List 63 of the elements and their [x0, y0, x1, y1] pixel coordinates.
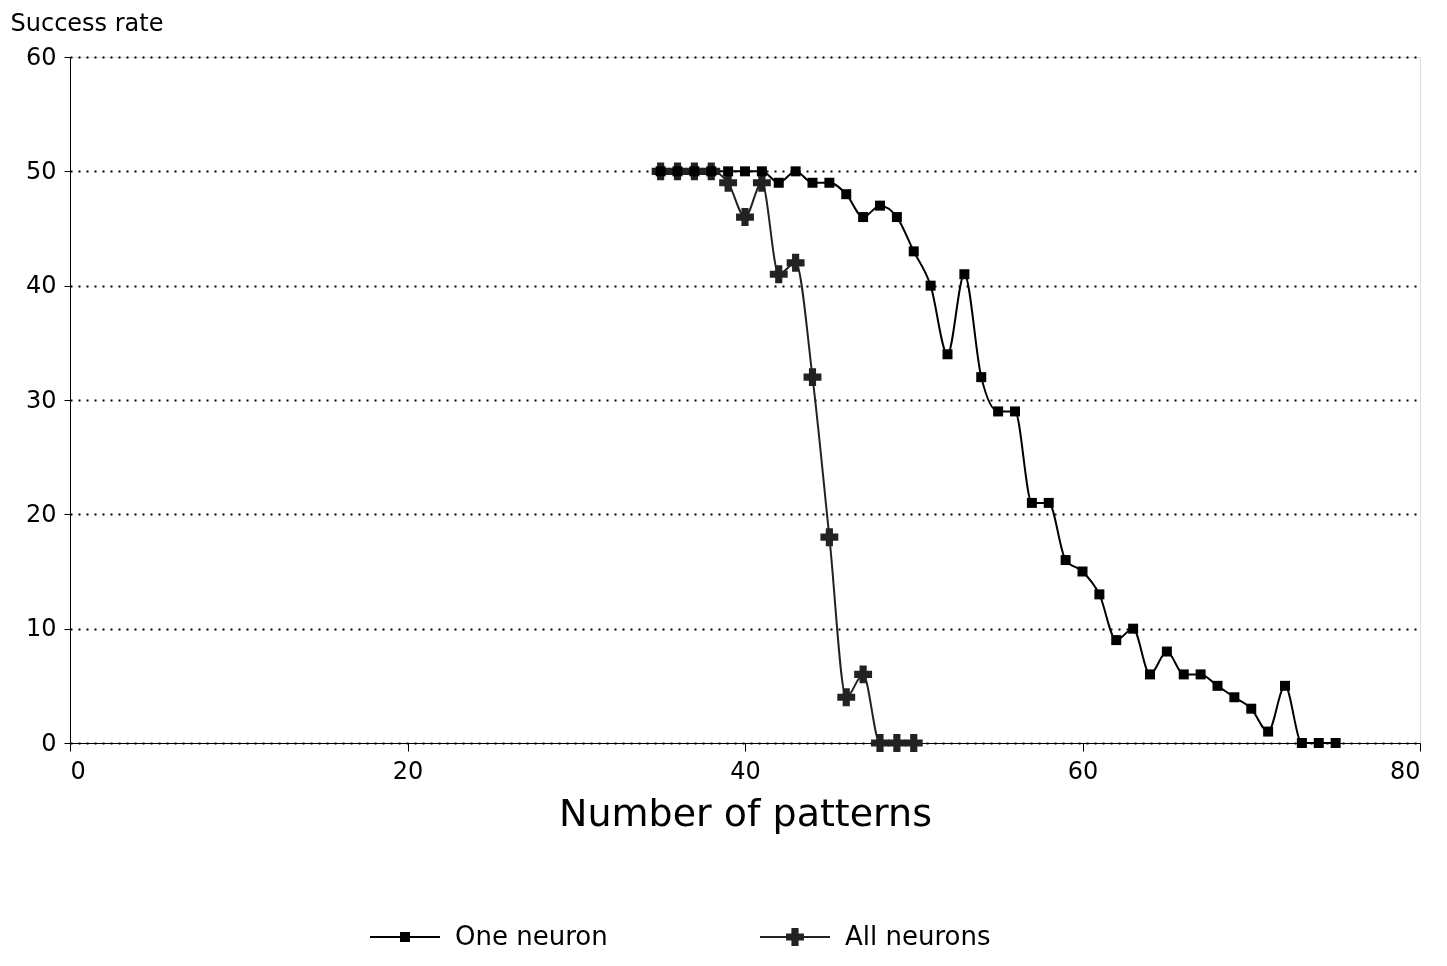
- point: [790, 166, 801, 177]
- legend-label: One neuron: [455, 921, 608, 951]
- point: [841, 189, 852, 200]
- y-tick-label: 20: [25, 499, 57, 528]
- point: [1330, 738, 1341, 748]
- y-tick-label: 40: [25, 271, 57, 300]
- point: [1229, 692, 1240, 703]
- point: [740, 166, 750, 177]
- y-tick-label: 50: [25, 156, 57, 185]
- point: [807, 177, 818, 188]
- point: [820, 528, 839, 547]
- y-tick-label: 0: [41, 728, 57, 757]
- y-axis-title: Success rate: [10, 8, 164, 37]
- point: [858, 212, 869, 223]
- x-tick-label: 80: [1389, 756, 1421, 785]
- point: [993, 406, 1004, 417]
- point: [1060, 555, 1071, 566]
- point: [1195, 669, 1206, 680]
- point: [824, 177, 835, 188]
- point: [723, 166, 734, 177]
- x-axis-title: Number of patterns: [559, 790, 932, 835]
- point: [1263, 726, 1274, 737]
- point: [908, 246, 919, 257]
- point: [786, 253, 805, 272]
- point: [875, 200, 885, 211]
- point: [891, 212, 902, 223]
- point: [803, 368, 822, 387]
- legend-label: All neurons: [845, 921, 991, 951]
- point: [1246, 703, 1257, 714]
- point: [1111, 635, 1122, 646]
- x-tick-label: 0: [70, 756, 86, 785]
- point: [769, 265, 788, 284]
- point: [1161, 646, 1172, 657]
- point: [871, 734, 889, 752]
- point: [942, 349, 953, 360]
- y-tick-label: 60: [25, 42, 57, 71]
- point: [976, 372, 987, 383]
- point: [904, 734, 923, 752]
- point: [1212, 680, 1223, 691]
- x-tick-label: 60: [1067, 756, 1099, 785]
- point: [1026, 497, 1037, 508]
- point: [1296, 738, 1307, 748]
- point: [1145, 669, 1155, 680]
- point: [736, 208, 754, 227]
- point: [1077, 566, 1088, 577]
- y-tick-label: 10: [25, 614, 57, 643]
- point: [959, 269, 970, 280]
- y-tick-label: 30: [25, 385, 57, 414]
- point: [1178, 669, 1189, 680]
- point: [1313, 738, 1324, 748]
- point: [1010, 406, 1020, 417]
- point: [1043, 497, 1054, 508]
- point: [773, 177, 784, 188]
- point: [837, 688, 856, 707]
- point: [854, 665, 873, 684]
- point: [756, 166, 767, 177]
- point: [887, 734, 906, 752]
- point: [925, 280, 936, 291]
- point: [1280, 680, 1290, 691]
- x-tick-label: 40: [730, 756, 761, 785]
- point: [1128, 623, 1139, 634]
- point: [1094, 589, 1105, 600]
- x-tick-label: 20: [392, 756, 424, 785]
